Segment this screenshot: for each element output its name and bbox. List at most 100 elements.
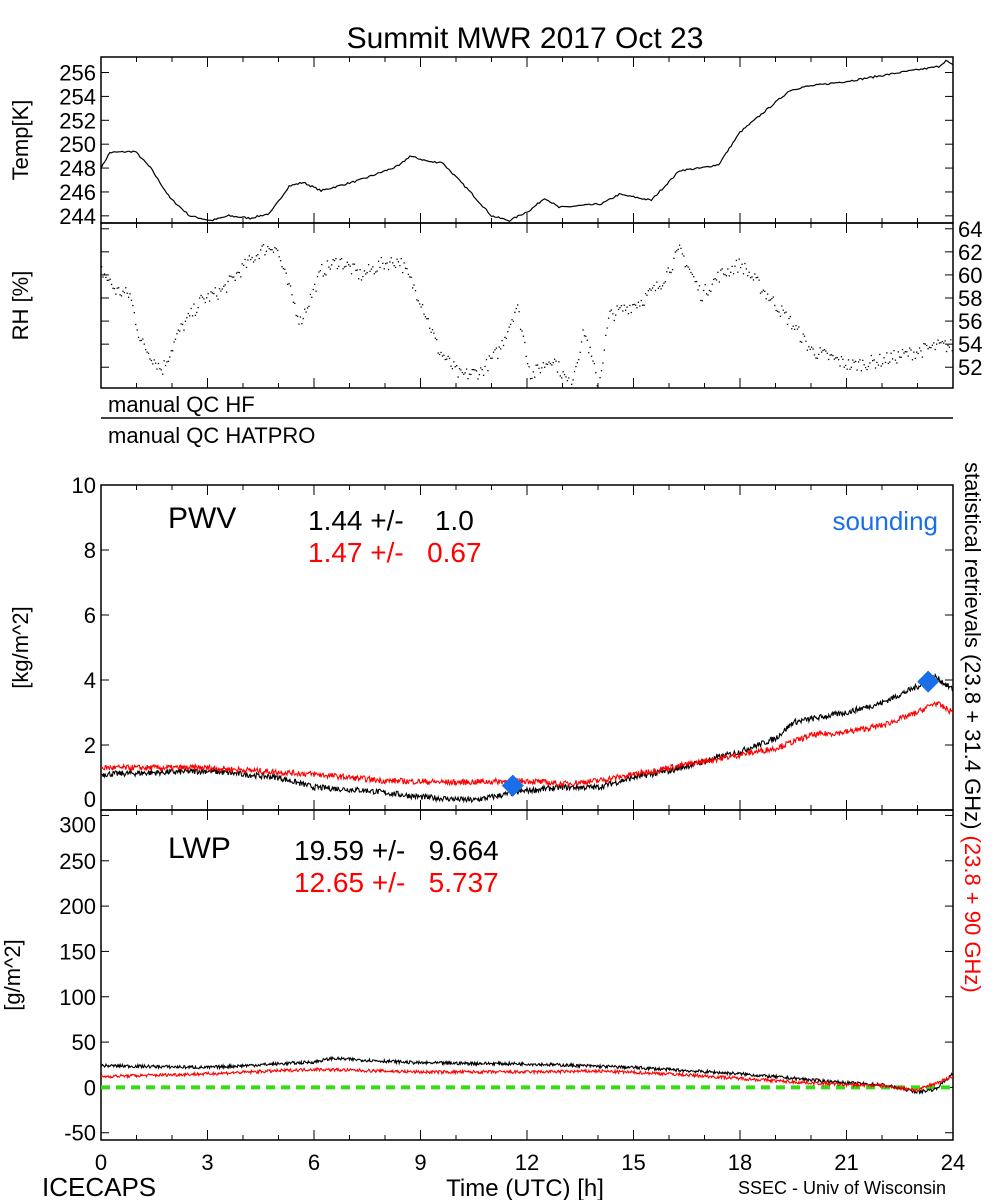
rh-point [279,260,282,262]
y-tick-label: 6 [84,603,96,628]
rh-point [748,271,750,273]
rh-point [380,256,383,259]
rh-point [562,371,564,373]
rh-point [312,288,314,291]
rh-point [400,258,402,260]
rh-point [826,352,828,354]
rh-point [744,262,746,265]
y-tick-label: 64 [958,217,982,242]
rh-point [676,250,678,252]
rh-point [186,317,188,319]
rh-point [247,259,249,261]
rh-point [517,304,519,306]
pwv-label: PWV [168,502,236,535]
rh-point [446,358,448,360]
rh-point [291,294,293,296]
rh-point [869,362,871,364]
rh-point [950,339,952,341]
rh-point [779,315,782,317]
rh-point [477,378,479,380]
rh-point [617,308,620,310]
rh-point [839,365,841,367]
rh-point [225,291,228,293]
rh-point [654,289,657,292]
rh-point [359,269,361,271]
rh-point [379,266,381,269]
rh-point [872,360,874,362]
rh-point [474,369,476,371]
rh-point [454,366,456,368]
rh-point [373,273,375,275]
pwv-black-stat: 1.44 +/- 1.0 [308,505,474,536]
rh-point [657,287,659,289]
rh-point [272,251,275,253]
rh-point [924,343,926,345]
rh-point [768,299,770,302]
rh-point [162,373,164,375]
rh-point [410,276,412,279]
rh-point [343,266,346,268]
rh-point [799,340,801,343]
rh-point [576,362,578,364]
rh-point [596,385,598,387]
rh-point [386,262,388,264]
rh-point [931,344,933,346]
rh-point [404,267,407,269]
rh-point [264,254,266,256]
rh-point [238,271,241,274]
rh-point [519,328,522,331]
rh-point [453,361,455,363]
rh-point [575,365,577,368]
rh-point [329,268,331,270]
x-tick-label: 12 [515,1150,539,1175]
rh-point [734,265,736,267]
rh-point [934,348,936,351]
rh-point [681,253,684,255]
rh-point [193,303,195,305]
y-tick-label: 58 [958,286,982,311]
rh-point [190,307,192,310]
rh-point [624,309,627,311]
rh-point [407,273,410,276]
rh-point [812,348,814,350]
rh-point [859,359,861,361]
y-tick-label: 252 [59,108,96,133]
rh-point [847,359,850,361]
rh-point [644,292,647,295]
rh-point [771,297,773,300]
rh-point [196,311,198,314]
rh-point [904,350,907,353]
rh-point [649,288,651,290]
rh-point [385,262,387,265]
rh-point [217,298,219,300]
x-tick-label: 24 [941,1150,965,1175]
rh-point [552,361,554,364]
x-axis-label: Time (UTC) [h] [446,1175,604,1200]
pwv-y-axis-label: [kg/m^2] [8,606,33,688]
rh-point [927,348,929,350]
rh-point [908,347,911,349]
rh-point [602,362,604,364]
rh-point [176,333,178,335]
rh-point [778,311,780,313]
rh-point [366,271,368,274]
rh-point [220,290,222,292]
rh-point [819,347,821,349]
rh-point [943,342,945,344]
y-tick-label: 250 [59,849,96,874]
rh-point [228,275,231,277]
rh-point [813,354,816,356]
rh-point [319,269,321,272]
rh-point [784,312,786,314]
rh-point [891,358,894,360]
rh-point [416,299,418,301]
rh-point [502,344,505,347]
rh-point [590,355,593,357]
rh-point [548,361,550,363]
rh-point [255,255,258,257]
x-tick-label: 6 [308,1150,320,1175]
rh-point [914,357,916,360]
rh-point [468,373,471,375]
rh-point [179,330,181,332]
